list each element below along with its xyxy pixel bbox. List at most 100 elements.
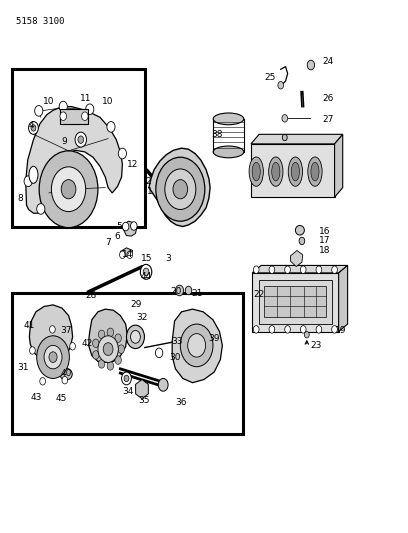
Bar [252,273,339,332]
Circle shape [60,112,67,120]
Circle shape [188,334,206,357]
Polygon shape [123,221,137,236]
Circle shape [253,266,259,273]
Circle shape [70,343,75,350]
Circle shape [39,151,98,228]
Text: 4: 4 [29,121,34,130]
Text: 12: 12 [126,160,138,168]
Text: 20: 20 [170,287,182,296]
Text: 33: 33 [171,337,183,345]
Circle shape [155,348,163,358]
Circle shape [300,326,306,333]
Text: 17: 17 [319,237,330,245]
Ellipse shape [272,162,280,181]
Circle shape [126,325,144,349]
Ellipse shape [295,225,304,235]
Text: 2: 2 [145,177,151,185]
Text: 3: 3 [166,254,171,263]
Text: 43: 43 [31,393,42,401]
Text: 24: 24 [322,57,334,66]
Ellipse shape [213,146,244,158]
Bar [264,286,326,317]
Bar [12,69,145,227]
Circle shape [103,343,113,356]
Circle shape [127,251,133,259]
Text: 38: 38 [211,130,222,139]
Text: 1: 1 [147,188,153,196]
Bar [60,109,88,124]
Polygon shape [135,379,149,399]
Circle shape [75,132,86,147]
Circle shape [307,60,315,70]
Circle shape [93,351,99,359]
Polygon shape [335,134,343,197]
Circle shape [131,222,137,230]
Circle shape [31,125,36,131]
Circle shape [37,204,45,214]
Circle shape [282,134,287,141]
Text: 37: 37 [60,326,72,335]
Circle shape [185,286,192,295]
Circle shape [51,167,86,212]
Circle shape [122,222,129,231]
Circle shape [93,339,99,348]
Circle shape [62,376,68,384]
Circle shape [165,169,196,209]
Ellipse shape [29,166,38,183]
Text: 44: 44 [141,272,152,280]
Polygon shape [290,251,303,266]
Ellipse shape [60,368,72,380]
Circle shape [98,330,105,338]
Text: 41: 41 [24,321,35,329]
Text: 29: 29 [131,301,142,309]
Text: 26: 26 [322,94,334,103]
Circle shape [35,106,43,116]
Circle shape [332,326,337,333]
Text: 10: 10 [43,97,54,106]
Polygon shape [29,305,73,364]
Text: 18: 18 [319,246,330,255]
Circle shape [299,237,305,245]
Text: 36: 36 [175,398,187,407]
Polygon shape [120,248,133,257]
Text: 42: 42 [82,340,93,348]
Text: 11: 11 [80,94,91,103]
Circle shape [175,285,184,296]
Circle shape [118,148,126,159]
Circle shape [140,264,152,279]
Circle shape [30,347,35,354]
Text: 14: 14 [122,250,133,259]
Text: 32: 32 [137,313,148,321]
Circle shape [40,377,46,385]
Circle shape [131,330,140,343]
Text: 39: 39 [208,334,220,343]
Circle shape [86,104,94,115]
Polygon shape [89,309,127,362]
Polygon shape [252,265,348,273]
Ellipse shape [249,157,264,187]
Text: 45: 45 [55,394,67,402]
Text: 25: 25 [264,73,275,82]
Circle shape [98,336,118,362]
Polygon shape [149,148,210,227]
Circle shape [282,115,288,122]
Circle shape [24,176,32,187]
Text: 8: 8 [17,194,23,203]
Circle shape [78,136,84,143]
Circle shape [118,345,124,353]
Ellipse shape [308,157,322,187]
Circle shape [269,266,275,273]
Circle shape [61,180,76,199]
Text: 16: 16 [319,228,330,236]
Circle shape [44,345,62,369]
Circle shape [37,336,69,378]
Circle shape [253,326,259,333]
Circle shape [316,266,322,273]
Circle shape [49,326,55,333]
Polygon shape [172,309,222,383]
Circle shape [285,326,290,333]
Text: 31: 31 [17,364,29,372]
Text: 10: 10 [102,97,113,106]
Ellipse shape [213,113,244,125]
Circle shape [180,324,213,367]
